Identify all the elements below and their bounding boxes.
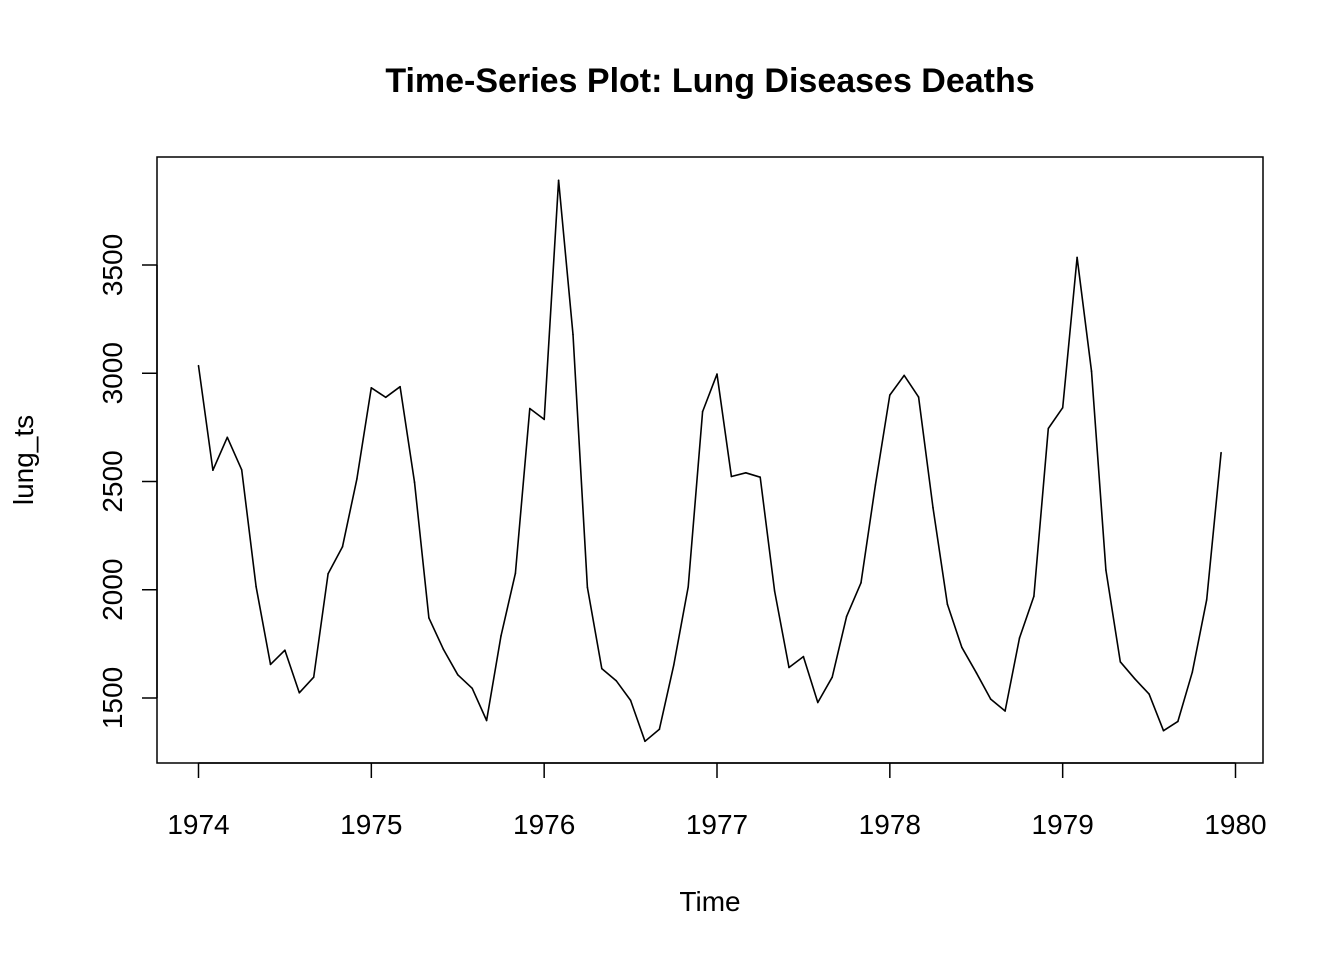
data-point bbox=[212, 469, 214, 472]
data-point bbox=[961, 646, 963, 649]
data-point bbox=[989, 698, 992, 700]
data-point bbox=[197, 364, 200, 367]
data-point bbox=[399, 385, 401, 388]
y-tick-label: 2500 bbox=[97, 450, 128, 512]
data-point bbox=[514, 572, 517, 575]
data-point bbox=[1090, 370, 1093, 372]
data-point bbox=[658, 728, 661, 730]
data-point bbox=[356, 478, 358, 480]
data-point bbox=[1148, 693, 1150, 695]
data-point bbox=[1018, 637, 1021, 639]
data-point bbox=[1061, 406, 1064, 409]
data-point bbox=[975, 671, 978, 674]
data-point bbox=[673, 664, 675, 666]
data-point bbox=[557, 179, 560, 182]
data-point bbox=[917, 396, 920, 398]
x-tick-label: 1976 bbox=[513, 809, 575, 840]
x-tick-label: 1980 bbox=[1204, 809, 1266, 840]
data-point bbox=[471, 687, 474, 690]
data-point bbox=[298, 692, 301, 694]
y-tick-label: 1500 bbox=[97, 667, 128, 729]
data-point bbox=[831, 676, 833, 678]
data-point bbox=[572, 333, 574, 336]
data-point bbox=[327, 572, 329, 575]
data-point bbox=[1162, 729, 1165, 732]
data-point bbox=[701, 410, 704, 413]
data-point bbox=[485, 719, 488, 722]
data-point bbox=[874, 484, 877, 486]
data-point bbox=[341, 545, 344, 548]
data-point bbox=[226, 436, 229, 439]
data-point bbox=[644, 740, 646, 743]
data-point bbox=[586, 586, 589, 589]
data-point bbox=[615, 679, 617, 682]
x-tick-label: 1978 bbox=[859, 809, 921, 840]
data-point bbox=[759, 476, 761, 479]
data-point bbox=[500, 635, 502, 637]
data-point bbox=[946, 603, 949, 606]
data-point bbox=[773, 590, 776, 592]
data-point bbox=[716, 373, 718, 375]
y-axis-label: lung_ts bbox=[8, 415, 39, 505]
x-tick-label: 1979 bbox=[1032, 809, 1094, 840]
chart-title: Time-Series Plot: Lung Diseases Deaths bbox=[385, 62, 1034, 100]
data-point bbox=[860, 582, 862, 584]
x-tick-label: 1974 bbox=[167, 809, 229, 840]
x-tick-label: 1977 bbox=[686, 809, 748, 840]
data-point bbox=[384, 396, 387, 399]
x-axis: 1974 1975 1976 1977 1978 1979 1980 bbox=[167, 762, 1267, 840]
data-point bbox=[1133, 677, 1136, 680]
data-point bbox=[1047, 427, 1050, 430]
y-tick-label: 3500 bbox=[97, 234, 128, 296]
data-point bbox=[1220, 451, 1222, 454]
data-point bbox=[745, 472, 747, 474]
data-point bbox=[730, 475, 733, 478]
data-point bbox=[1119, 661, 1122, 663]
data-point bbox=[370, 387, 373, 389]
data-point bbox=[817, 701, 819, 704]
data-point bbox=[413, 481, 416, 483]
data-point bbox=[1004, 710, 1006, 712]
data-point bbox=[1076, 256, 1078, 259]
data-point bbox=[687, 586, 689, 588]
plot-area-border bbox=[156, 156, 1264, 764]
data-point bbox=[629, 699, 632, 702]
y-tick-label: 2000 bbox=[97, 559, 128, 621]
data-point bbox=[240, 469, 243, 471]
data-point bbox=[1191, 671, 1194, 673]
data-point bbox=[312, 676, 315, 678]
data-point bbox=[543, 418, 545, 421]
data-point bbox=[269, 663, 272, 666]
data-point bbox=[442, 648, 445, 650]
data-point bbox=[601, 667, 603, 670]
data-point bbox=[903, 374, 905, 377]
data-point bbox=[932, 506, 934, 509]
data-point bbox=[802, 655, 805, 658]
x-axis-label: Time bbox=[679, 886, 740, 917]
data-point bbox=[1205, 598, 1208, 601]
data-point bbox=[529, 407, 531, 410]
data-point bbox=[284, 649, 286, 651]
data-points bbox=[197, 179, 1222, 743]
series-line bbox=[197, 179, 1222, 743]
x-tick-label: 1975 bbox=[340, 809, 402, 840]
data-point bbox=[1177, 720, 1179, 723]
data-point bbox=[1105, 569, 1107, 571]
data-point bbox=[457, 674, 459, 676]
data-point bbox=[889, 394, 891, 396]
data-point bbox=[255, 585, 257, 588]
data-point bbox=[428, 617, 430, 619]
y-tick-label: 3000 bbox=[97, 342, 128, 404]
data-point bbox=[845, 615, 848, 618]
data-point bbox=[788, 666, 790, 669]
y-axis: 1500 2000 2500 3000 3500 bbox=[97, 234, 158, 729]
data-point bbox=[1033, 595, 1035, 597]
